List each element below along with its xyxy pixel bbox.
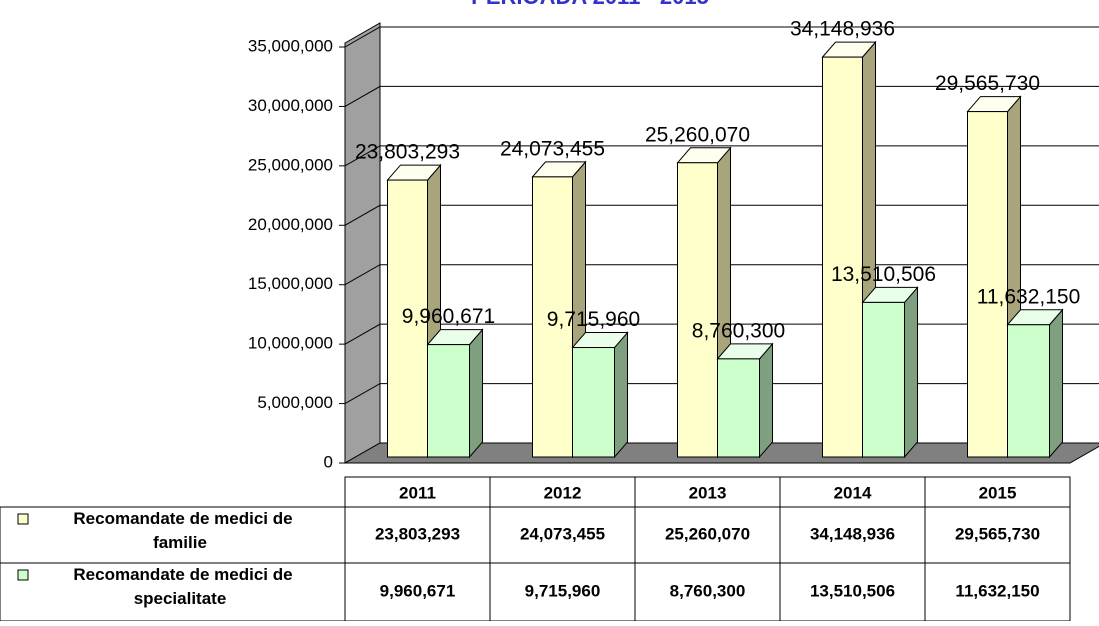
data-label: 34,148,936	[790, 18, 895, 41]
data-label: 8,760,300	[692, 319, 785, 342]
bar-side	[904, 286, 918, 459]
data-label: 13,510,506	[831, 263, 936, 286]
bar	[427, 344, 470, 458]
chart-title: PERIOADA 2011 - 2015	[471, 0, 709, 9]
y-tick-label: 30,000,000	[248, 96, 333, 115]
data-label: 23,803,293	[355, 141, 460, 164]
legend-label: Recomandate de medici de specialitate	[73, 565, 292, 608]
legend-line: familie	[153, 533, 207, 552]
data-label: 9,960,671	[402, 305, 495, 328]
bar	[1007, 324, 1050, 458]
bar	[387, 179, 428, 458]
table-body	[0, 506, 1071, 622]
table-cell: 25,260,070	[665, 524, 750, 543]
y-tick-label: 25,000,000	[248, 155, 333, 174]
table-header-row	[344, 476, 1071, 508]
table-cell: 23,803,293	[375, 524, 460, 543]
bar	[862, 301, 905, 458]
bar-side	[759, 342, 773, 459]
x-tick-label: 2012	[544, 483, 582, 502]
bar	[572, 347, 615, 458]
data-label: 29,565,730	[935, 72, 1040, 95]
bar-side	[614, 331, 628, 459]
table-cell: 34,148,936	[810, 524, 895, 543]
bar-side	[1049, 308, 1063, 459]
legend-line: Recomandate de medici de	[73, 565, 292, 584]
x-tick-label: 2015	[979, 483, 1017, 502]
y-tick-label: 10,000,000	[248, 334, 333, 353]
legend-swatch	[17, 513, 29, 525]
bar	[532, 176, 573, 458]
bar	[967, 111, 1008, 458]
y-tick-label: 35,000,000	[248, 36, 333, 55]
bar-side	[469, 328, 483, 459]
data-label: 25,260,070	[645, 123, 750, 146]
legend-line: specialitate	[134, 589, 227, 608]
grid-line	[344, 26, 1099, 48]
bar	[717, 358, 760, 458]
bar	[677, 162, 718, 458]
table-cell: 29,565,730	[955, 524, 1040, 543]
bar	[822, 56, 863, 458]
table-cell: 13,510,506	[810, 581, 895, 600]
y-tick-label: 0	[324, 452, 333, 471]
data-label: 24,073,455	[500, 137, 605, 160]
table-cell: 11,632,150	[955, 581, 1039, 600]
table-cell: 9,960,671	[380, 581, 456, 600]
data-label: 11,632,150	[977, 285, 1081, 308]
y-tick-label: 5,000,000	[257, 393, 333, 412]
x-tick-label: 2014	[834, 483, 872, 502]
y-tick-label: 15,000,000	[248, 274, 333, 293]
data-table: 2011 23,803,293 9,960,671 2012 24,073,455 9,7…	[0, 476, 1071, 622]
data-label: 9,715,960	[547, 308, 640, 331]
table-cell: 8,760,300	[670, 581, 746, 600]
y-tick-label: 20,000,000	[248, 215, 333, 234]
legend-swatch	[17, 569, 29, 581]
legend-label: Recomandate de medici de familie	[73, 509, 292, 552]
table-cell: 9,715,960	[525, 581, 601, 600]
x-tick-label: 2011	[399, 483, 436, 502]
table-cell: 24,073,455	[520, 524, 605, 543]
legend-line: Recomandate de medici de	[73, 509, 292, 528]
x-tick-label: 2013	[689, 483, 727, 502]
